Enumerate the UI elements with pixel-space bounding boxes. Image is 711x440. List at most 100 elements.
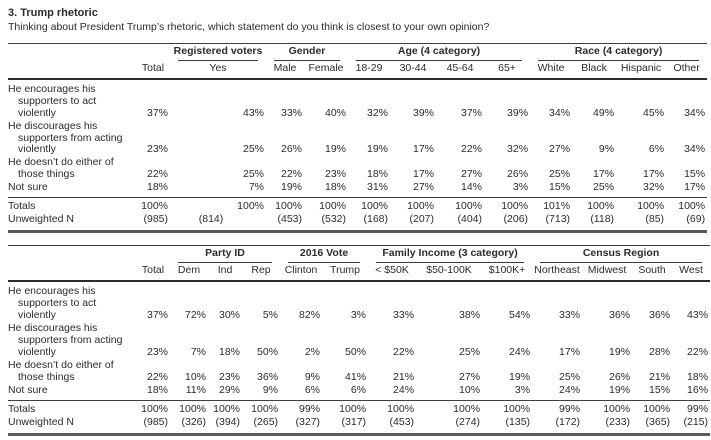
footer-value: 99% — [672, 399, 711, 416]
footer-value: 100% — [170, 399, 208, 416]
footer-value: (168) — [363, 213, 389, 226]
footer-value: (172) — [555, 415, 581, 428]
cell-value: 27% — [549, 143, 571, 156]
footer-value: (394) — [215, 415, 240, 428]
cell-value: 16% — [687, 383, 709, 396]
table-row: He encourages his supporters to act viol… — [8, 80, 707, 120]
cell-value: 22% — [146, 371, 168, 384]
footer-value: 100% — [304, 197, 349, 213]
column-header-row: Total Dem Ind Rep Clinton Trump < $50K $50-100K… — [8, 263, 711, 283]
cell-value: 18% — [687, 371, 709, 384]
cell-value: 26% — [609, 371, 631, 384]
footer-value: (453) — [389, 415, 415, 428]
cell-value: 27% — [461, 168, 483, 181]
footer-value: 100% — [572, 197, 617, 213]
question-number-title: 3. Trump rhetoric — [8, 7, 98, 19]
cell-value: 22% — [687, 346, 709, 359]
cell-value: 2% — [304, 346, 321, 359]
footer-value: 100% — [632, 399, 673, 416]
footer-value: 99% — [532, 399, 583, 416]
cell-value: 14% — [461, 181, 483, 194]
column-header-male: Male — [266, 61, 304, 80]
cell-value: 23% — [325, 168, 347, 181]
cell-value: 37% — [461, 106, 483, 119]
cell-value: 27% — [413, 181, 435, 194]
footer-value: 100% — [482, 399, 533, 416]
row-label: Not sure — [8, 181, 48, 194]
footer-value: 100% — [616, 197, 667, 213]
cell-value: 24% — [393, 383, 415, 396]
column-header-black: Black — [572, 61, 617, 80]
footer-value: (233) — [605, 415, 631, 428]
column-header-trump: Trump — [322, 263, 369, 283]
footer-value: (327) — [295, 415, 321, 428]
column-header-dem: Dem — [170, 263, 208, 283]
row-label: Not sure — [8, 383, 48, 396]
column-header-hispanic: Hispanic — [616, 61, 667, 80]
group-header-row: Registered voters Gender Age (4 category) R… — [8, 44, 707, 61]
column-header-white: White — [530, 61, 573, 80]
cell-value: 50% — [257, 346, 279, 359]
footer-value: (206) — [503, 213, 529, 226]
cell-value: 33% — [559, 309, 581, 322]
column-header-total: Total — [136, 61, 170, 80]
cell-value: 25% — [242, 168, 264, 181]
cell-value: 36% — [649, 309, 671, 322]
cell-value: 26% — [280, 143, 302, 156]
cell-value: 54% — [509, 309, 531, 322]
cell-value: 45% — [643, 106, 665, 119]
cell-value: 36% — [609, 309, 631, 322]
column-header-50-100k: $50-100K — [416, 263, 483, 283]
table-corner — [8, 44, 136, 61]
cell-value: 33% — [280, 106, 302, 119]
cell-value: 28% — [649, 346, 671, 359]
footer-value: (118) — [590, 213, 615, 226]
row-label: He doesn’t do either of those things — [8, 156, 114, 181]
column-header-total: Total — [136, 263, 170, 283]
cell-value: 25% — [549, 168, 571, 181]
cell-value: 17% — [413, 168, 435, 181]
cell-value: 3% — [514, 383, 531, 396]
table-corner — [8, 246, 136, 263]
cell-value: 22% — [146, 168, 168, 181]
footer-value: (713) — [545, 213, 571, 226]
footer-value: 100% — [208, 399, 242, 416]
footer-value: (404) — [457, 213, 483, 226]
footer-value: 100% — [416, 399, 483, 416]
column-header-50k: < $50K — [368, 263, 417, 283]
cell-value: 82% — [299, 309, 321, 322]
cell-value: 25% — [593, 181, 615, 194]
cell-value: 34% — [549, 106, 571, 119]
cell-value: 17% — [593, 168, 615, 181]
cell-value: 29% — [218, 383, 240, 396]
cell-value: 22% — [393, 346, 415, 359]
cell-value: 24% — [559, 383, 581, 396]
column-header-45-64: 45-64 — [436, 61, 485, 80]
footer-value: (985) — [143, 213, 168, 226]
cell-value: 5% — [262, 309, 279, 322]
row-label: He encourages his supporters to act viol… — [8, 285, 97, 322]
footer-value: 100% — [436, 197, 485, 213]
table-corner — [8, 263, 136, 283]
cell-value: 23% — [146, 143, 168, 156]
footer-value: (135) — [505, 415, 531, 428]
crosstab-table-politics: Party ID 2016 Vote Family Income (3 catego… — [8, 245, 711, 436]
cell-value: 21% — [393, 371, 415, 384]
cell-value: 24% — [509, 346, 531, 359]
cell-value: 43% — [687, 309, 709, 322]
footer-value: 100% — [368, 399, 417, 416]
group-header-row: Party ID 2016 Vote Family Income (3 catego… — [8, 246, 710, 264]
table-row: He discourages his supporters from actin… — [8, 120, 707, 157]
cell-value: 23% — [218, 371, 240, 384]
footer-value: 100% — [136, 197, 170, 213]
footer-value: 100% — [666, 197, 708, 213]
cell-value: 49% — [593, 106, 615, 119]
footer-value: (69) — [686, 213, 706, 226]
column-header-ind: Ind — [208, 263, 242, 283]
row-label: He encourages his supporters to act viol… — [8, 82, 97, 119]
column-header-midwest: Midwest — [582, 263, 633, 283]
cell-value: 11% — [185, 383, 206, 396]
cell-value: 15% — [649, 383, 671, 396]
group-header-blank — [136, 246, 170, 263]
cell-value: 26% — [507, 168, 529, 181]
